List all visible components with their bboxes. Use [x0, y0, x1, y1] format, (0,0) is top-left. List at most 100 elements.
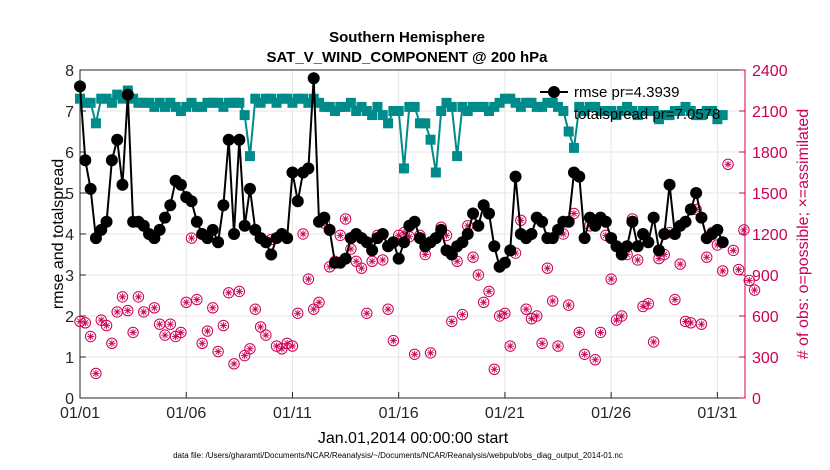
rmse-point: [716, 236, 729, 249]
obs-point: [366, 255, 378, 268]
x-tick-label: 01/01: [60, 405, 100, 422]
obs-point: [185, 232, 198, 244]
obs-point: [377, 254, 389, 266]
obs-point: [642, 298, 655, 310]
totalspread-point: [558, 106, 569, 116]
rmse-point: [376, 228, 389, 240]
obs-point: [472, 269, 485, 281]
obs-point: [488, 363, 500, 375]
obs-point: [228, 358, 240, 370]
obs-point: [339, 213, 352, 225]
right-tick-label: 900: [752, 268, 779, 285]
obs-series: [74, 158, 761, 380]
totalspread-point: [112, 89, 123, 100]
obs-point: [552, 340, 564, 352]
totalspread-point: [335, 101, 346, 112]
obs-point: [424, 347, 437, 359]
obs-point: [249, 303, 261, 315]
rmse-point: [259, 236, 272, 249]
rmse-point: [222, 133, 235, 146]
chart-title: Southern Hemisphere: [329, 29, 485, 46]
obs-point: [159, 329, 171, 341]
totalspread-point: [367, 110, 378, 121]
obs-point: [127, 326, 139, 339]
left-tick-label: 2: [65, 309, 74, 326]
legend-rmse-label: rmse pr=4.3939: [574, 84, 679, 101]
totalspread-point: [186, 97, 197, 108]
obs-point: [84, 330, 97, 343]
right-axis: 0 300 600 900 1200 1500 1800 2100 2400: [739, 63, 788, 408]
x-tick-label: 01/11: [273, 405, 312, 422]
obs-point: [355, 262, 368, 274]
left-tick-label: 0: [65, 391, 74, 408]
rmse-point: [228, 228, 241, 240]
totalspread-point: [377, 110, 388, 121]
totalspread-point: [563, 126, 574, 137]
totalspread-point: [383, 118, 394, 129]
rmse-point: [387, 236, 400, 249]
totalspread-point: [627, 106, 638, 116]
obs-point: [382, 303, 394, 315]
rmse-point: [116, 178, 129, 191]
obs-point: [350, 255, 362, 268]
rmse-point: [339, 252, 352, 265]
obs-point: [722, 158, 734, 171]
totalspread-point: [154, 97, 165, 108]
totalspread-point: [106, 97, 117, 108]
totalspread-point: [691, 110, 702, 121]
legend-totalspread-label: totalspread pr=7.0578: [574, 106, 720, 123]
rmse-point: [153, 223, 166, 236]
left-tick-label: 3: [65, 268, 74, 285]
right-tick-label: 2100: [752, 104, 788, 121]
rmse-point: [265, 248, 278, 261]
totalspread-point: [685, 106, 696, 116]
totalspread-point: [526, 97, 537, 108]
totalspread-point: [292, 93, 303, 104]
left-tick-label: 5: [65, 186, 74, 203]
totalspread-point: [80, 97, 91, 108]
x-tick-label: 01/06: [166, 405, 206, 422]
rmse-point: [217, 199, 230, 212]
obs-point: [180, 296, 192, 309]
rmse-point: [281, 232, 294, 245]
rmse-point: [472, 219, 485, 232]
left-tick-label: 1: [65, 350, 74, 367]
obs-point: [122, 304, 134, 317]
obs-point: [286, 340, 299, 352]
totalspread-point: [117, 93, 128, 104]
totalspread-point: [159, 101, 170, 112]
rmse-point: [233, 133, 246, 146]
rmse-point: [206, 223, 219, 236]
totalspread-point: [314, 97, 325, 108]
obs-point: [361, 307, 373, 319]
obs-point: [520, 303, 532, 315]
totalspread-point: [266, 93, 277, 104]
obs-point: [743, 274, 755, 287]
x-axis: 01/01 01/06 01/11 01/16 01/21 01/26 01/31: [60, 392, 737, 422]
obs-point: [217, 319, 230, 332]
rmse-point: [291, 195, 304, 208]
obs-point: [616, 310, 628, 322]
totalspread-point: [90, 118, 101, 129]
totalspread-point: [239, 110, 250, 121]
totalspread-point: [414, 118, 425, 129]
rmse-point: [711, 223, 724, 236]
rmse-point: [79, 154, 92, 167]
obs-point: [100, 319, 113, 332]
obs-point: [116, 291, 129, 303]
rmse-point: [398, 236, 411, 249]
totalspread-point: [547, 97, 558, 108]
totalspread-point: [600, 106, 611, 116]
obs-point: [297, 228, 309, 240]
obs-point: [148, 302, 161, 314]
totalspread-point: [717, 110, 728, 121]
totalspread-point: [276, 93, 287, 104]
totalspread-point: [606, 106, 617, 116]
obs-point: [254, 321, 267, 333]
totalspread-point: [483, 106, 494, 116]
totalspread-point: [510, 97, 521, 108]
totalspread-point: [425, 134, 436, 145]
x-tick-label: 01/16: [379, 405, 419, 422]
totalspread-point: [489, 101, 500, 112]
